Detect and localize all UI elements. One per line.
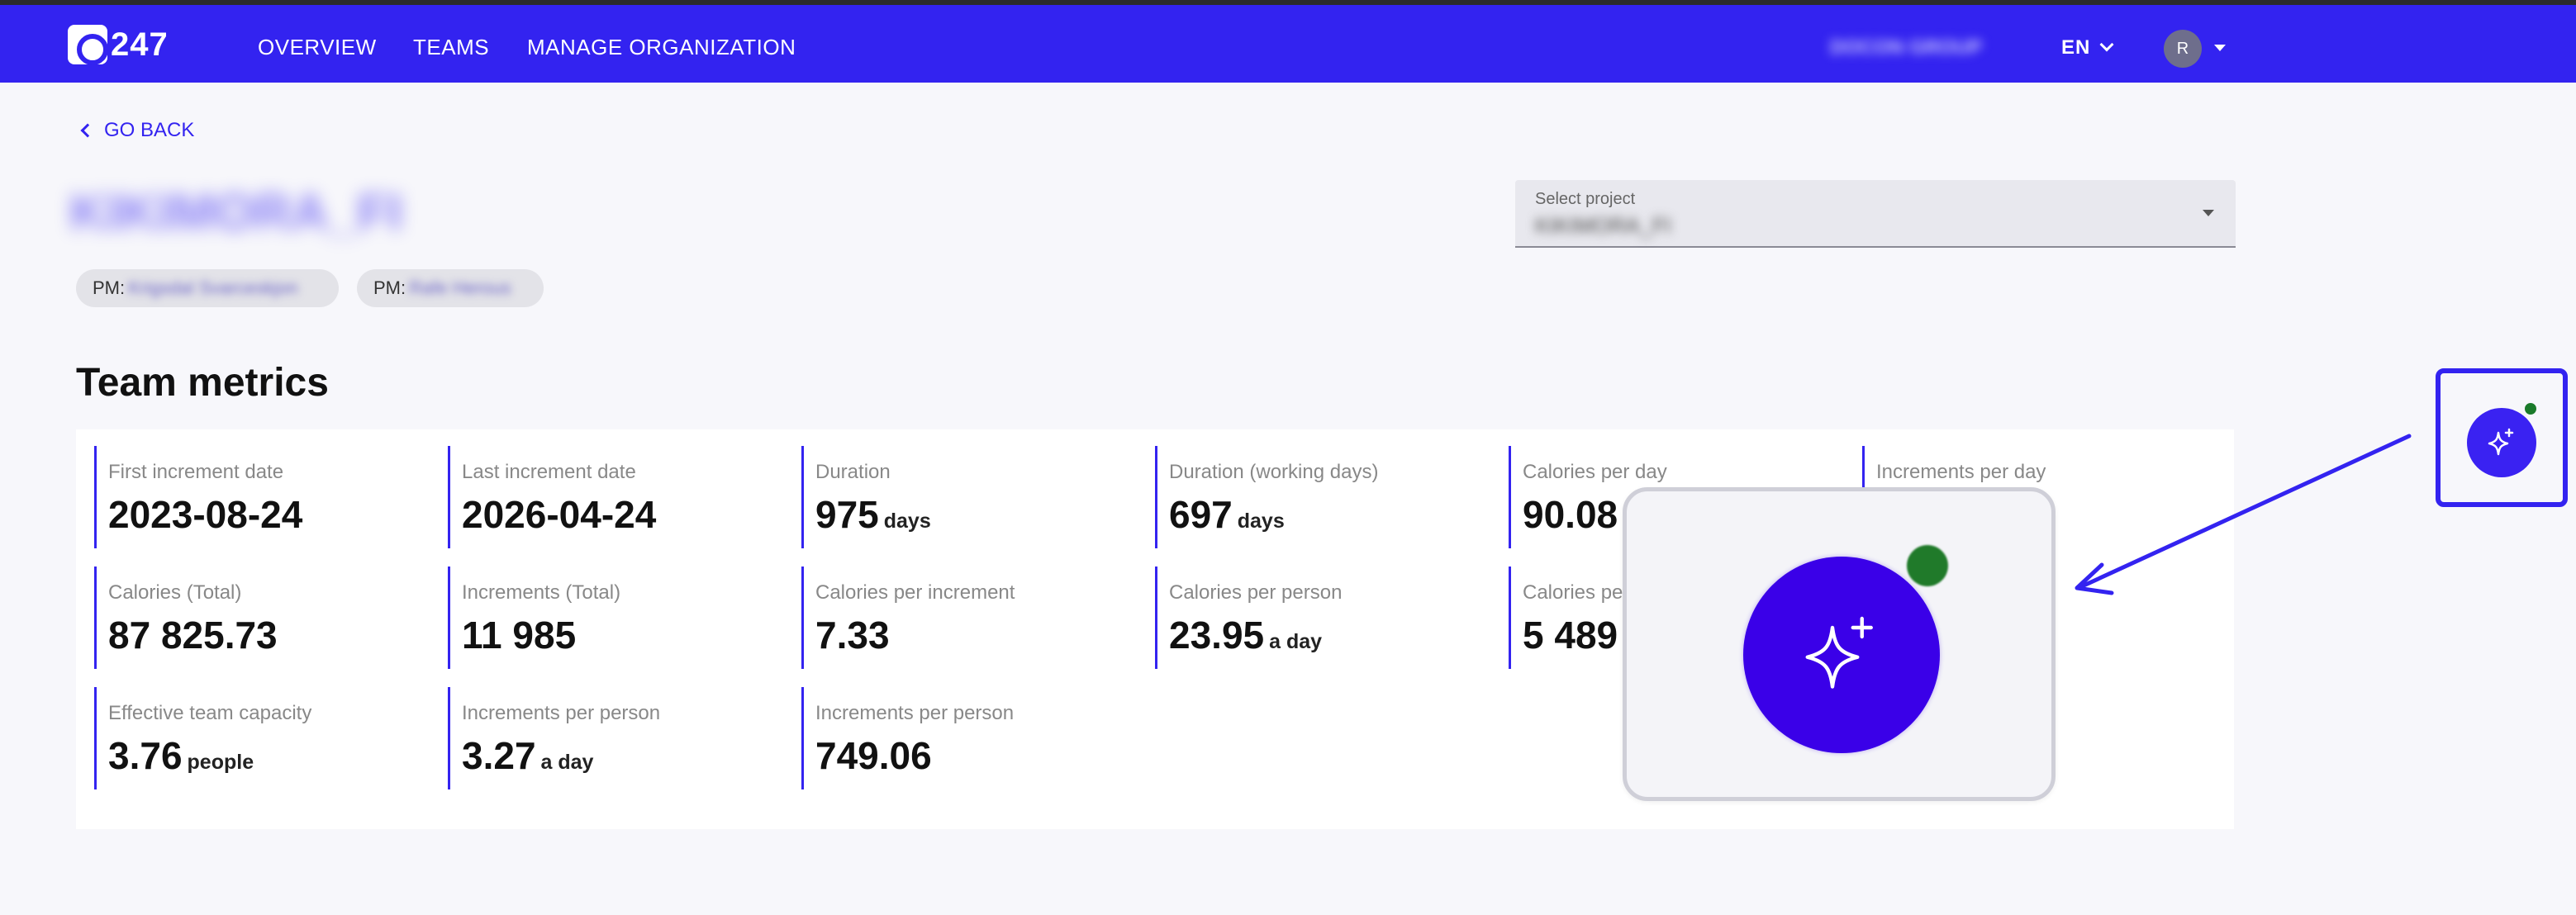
section-title: Team metrics bbox=[76, 360, 329, 405]
metric-value: 5 489 bbox=[1523, 614, 1618, 657]
nav-teams[interactable]: TEAMS bbox=[413, 35, 489, 60]
select-project-dropdown[interactable]: Select project KIKIMORA_FI bbox=[1515, 180, 2236, 248]
pm-name: Krigsdal Svarceskjon bbox=[128, 277, 297, 299]
select-project-label: Select project bbox=[1535, 190, 1635, 209]
metric-effective-team-capacity: Effective team capacity 3.76 people bbox=[94, 687, 416, 789]
metric-label: Duration (working days) bbox=[1169, 461, 1477, 484]
metric-value: 3.27 bbox=[462, 734, 536, 777]
metric-value: 3.76 bbox=[108, 734, 183, 777]
dropdown-arrow-icon bbox=[2203, 210, 2214, 216]
metric-first-increment-date: First increment date 2023-08-24 bbox=[94, 446, 416, 548]
project-title: KIKIMORA_FI bbox=[69, 183, 402, 242]
chevron-left-icon bbox=[81, 124, 95, 138]
select-project-value: KIKIMORA_FI bbox=[1535, 213, 1671, 239]
logo-text: 247 bbox=[111, 26, 169, 64]
metric-label: Increments (Total) bbox=[462, 581, 770, 604]
metric-label: Calories per day bbox=[1523, 461, 1831, 484]
avatar-caret-icon[interactable] bbox=[2214, 45, 2226, 51]
metric-unit: a day bbox=[1269, 630, 1322, 653]
metric-last-increment-date: Last increment date 2026-04-24 bbox=[448, 446, 770, 548]
metric-value: 90.08 bbox=[1523, 493, 1618, 536]
status-dot bbox=[2523, 401, 2538, 416]
nav-overview[interactable]: OVERVIEW bbox=[258, 35, 377, 60]
pm-chip: PM: Rafe Herous bbox=[357, 269, 544, 307]
logo-q-icon bbox=[68, 25, 107, 64]
logo[interactable]: 247 bbox=[68, 25, 169, 64]
pm-chip: PM: Krigsdal Svarceskjon bbox=[76, 269, 339, 307]
callout-arrow bbox=[2065, 429, 2421, 603]
avatar[interactable]: R bbox=[2164, 30, 2202, 68]
metric-label: Effective team capacity bbox=[108, 702, 416, 725]
metric-unit: days bbox=[1238, 510, 1285, 533]
pm-name: Rafe Herous bbox=[409, 277, 511, 299]
metric-increments-per-person: Increments per person 749.06 bbox=[801, 687, 1124, 789]
metric-increments-total: Increments (Total) 11 985 bbox=[448, 567, 770, 669]
metric-value: 23.95 bbox=[1169, 614, 1264, 657]
metric-increments-per-person-day: Increments per person 3.27 a day bbox=[448, 687, 770, 789]
organization-select[interactable]: DOCON GROUP bbox=[1830, 36, 1982, 59]
sparkle-icon bbox=[2485, 426, 2518, 459]
metric-label: Duration bbox=[815, 461, 1124, 484]
metric-value: 87 825.73 bbox=[108, 614, 278, 657]
metric-unit: a day bbox=[541, 751, 594, 774]
language-select[interactable]: EN bbox=[2061, 36, 2112, 59]
go-back-link[interactable]: GO BACK bbox=[83, 119, 194, 142]
metric-label: Last increment date bbox=[462, 461, 770, 484]
metric-value: 975 bbox=[815, 493, 879, 536]
language-label: EN bbox=[2061, 36, 2090, 59]
metric-duration: Duration 975 days bbox=[801, 446, 1124, 548]
metric-label: Calories per increment bbox=[815, 581, 1124, 604]
metric-value: 7.33 bbox=[815, 614, 890, 657]
metric-unit: days bbox=[884, 510, 931, 533]
metric-label: First increment date bbox=[108, 461, 416, 484]
nav-manage-organization[interactable]: MANAGE ORGANIZATION bbox=[527, 35, 796, 60]
metric-calories-total: Calories (Total) 87 825.73 bbox=[94, 567, 416, 669]
metric-calories-per-increment: Calories per increment 7.33 bbox=[801, 567, 1124, 669]
pm-prefix: PM: bbox=[93, 277, 125, 299]
metric-value: 697 bbox=[1169, 493, 1233, 536]
ai-assistant-button-zoomed bbox=[1743, 557, 1940, 753]
metric-calories-per-person: Calories per person 23.95 a day bbox=[1155, 567, 1477, 669]
metric-label: Calories (Total) bbox=[108, 581, 416, 604]
metric-label: Increments per person bbox=[815, 702, 1124, 725]
sparkle-icon bbox=[1796, 609, 1887, 700]
metric-label: Calories per person bbox=[1169, 581, 1477, 604]
status-dot-zoomed bbox=[1907, 545, 1948, 586]
metric-value: 11 985 bbox=[462, 614, 576, 657]
metric-label: Increments per person bbox=[462, 702, 770, 725]
metric-duration-working-days: Duration (working days) 697 days bbox=[1155, 446, 1477, 548]
metric-value: 2023-08-24 bbox=[108, 493, 302, 536]
metric-unit: people bbox=[188, 751, 254, 774]
pm-prefix: PM: bbox=[373, 277, 406, 299]
metric-value: 749.06 bbox=[815, 734, 932, 777]
go-back-label: GO BACK bbox=[104, 119, 194, 142]
metric-value: 2026-04-24 bbox=[462, 493, 656, 536]
top-navbar: 247 OVERVIEW TEAMS MANAGE ORGANIZATION D… bbox=[0, 0, 2576, 83]
chevron-down-icon bbox=[2100, 38, 2114, 52]
ai-assistant-button[interactable] bbox=[2467, 408, 2536, 477]
